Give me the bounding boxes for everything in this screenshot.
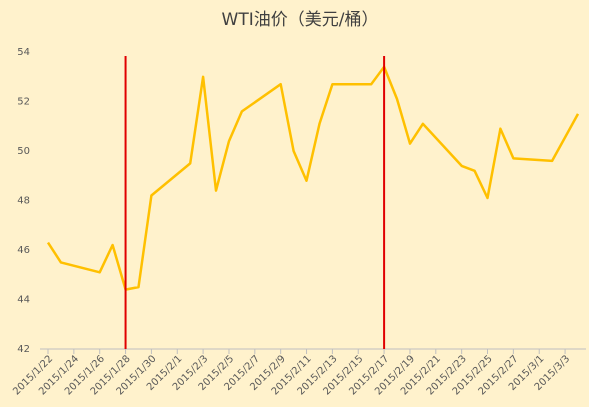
- y-tick-label: 50: [17, 146, 30, 157]
- y-tick-label: 42: [17, 344, 30, 355]
- y-tick-label: 54: [17, 47, 30, 58]
- y-tick-label: 48: [17, 196, 30, 207]
- y-tick-label: 52: [17, 97, 30, 108]
- y-tick-label: 46: [17, 245, 30, 256]
- line: [46, 65, 580, 291]
- y-tick-label: 44: [17, 295, 30, 306]
- chart-title: WTI油价（美元/桶）: [222, 10, 379, 30]
